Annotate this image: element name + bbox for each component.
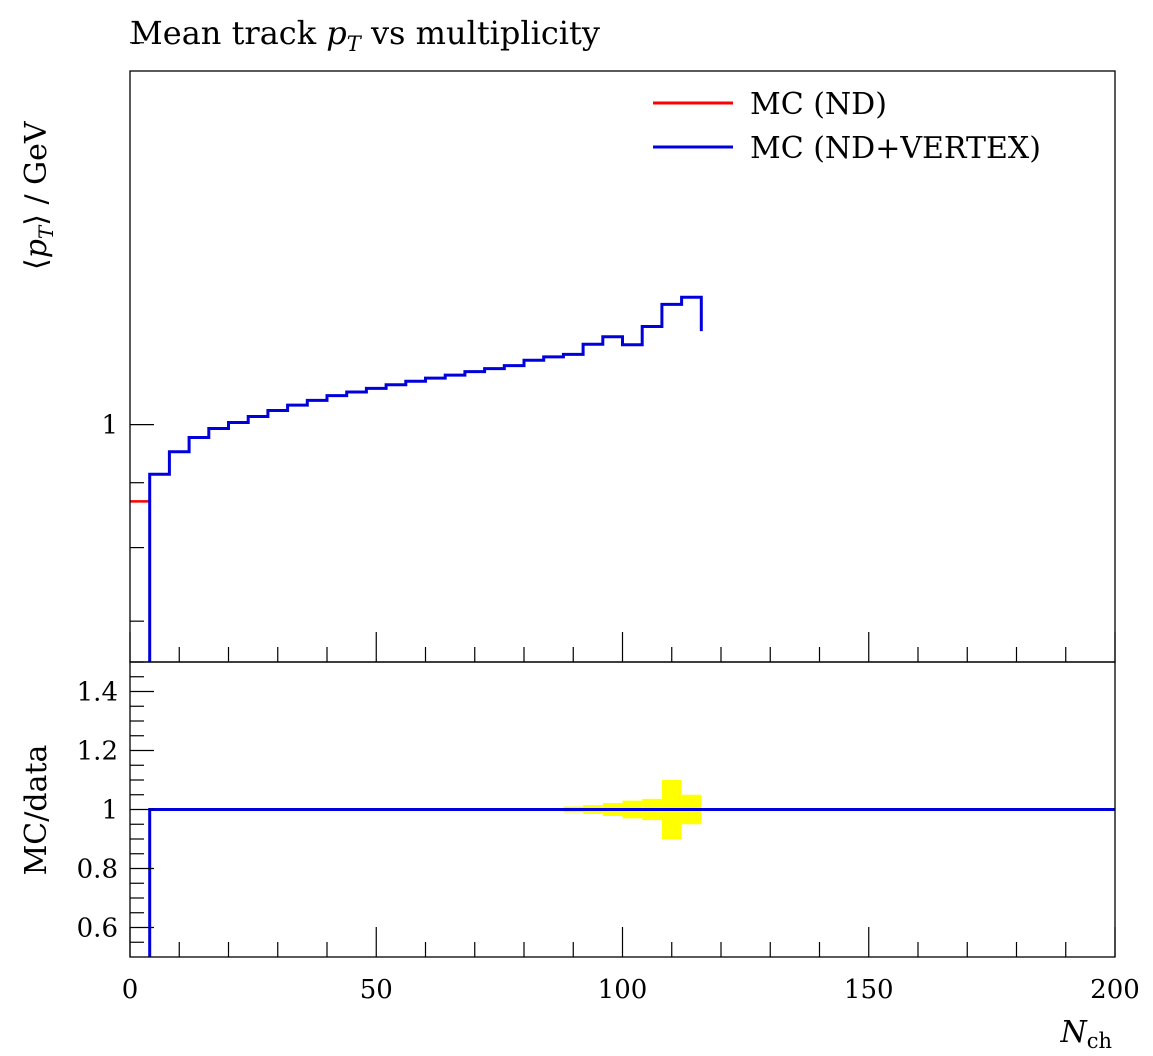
- y-axis-label-ratio: MC/data: [19, 744, 54, 875]
- x-tick-label: 100: [598, 975, 648, 1005]
- y-tick-label-ratio: 0.6: [77, 914, 118, 944]
- histogram-line-mc-nd-vertex: [148, 295, 703, 662]
- ratio-frame: [129, 661, 1116, 958]
- legend-label-mc-nd: MC (ND): [750, 87, 887, 122]
- ratio-panel: [129, 661, 1116, 958]
- x-tick-label: 0: [122, 975, 139, 1005]
- y-tick-label-ratio: 1.2: [77, 737, 118, 767]
- x-axis-label: Nch: [1059, 1015, 1112, 1053]
- y-tick-label-ratio: 1.4: [77, 678, 118, 708]
- x-tick-label: 150: [844, 975, 894, 1005]
- y-tick-label-main: 1: [101, 411, 118, 441]
- x-tick-label: 200: [1090, 975, 1140, 1005]
- y-axis-label-main: ⟨pT⟩ / GeV: [19, 120, 58, 270]
- y-tick-label-ratio: 0.8: [77, 855, 118, 885]
- legend-label-mc-nd-vertex: MC (ND+VERTEX): [750, 131, 1041, 166]
- legend: MC (ND) MC (ND+VERTEX): [653, 87, 1041, 166]
- x-tick-label: 50: [360, 975, 393, 1005]
- chart-title: Mean track pT vs multiplicity: [130, 14, 600, 56]
- y-tick-label-ratio: 1: [101, 796, 118, 826]
- ratio-line-mc-nd-vertex: [148, 808, 1115, 957]
